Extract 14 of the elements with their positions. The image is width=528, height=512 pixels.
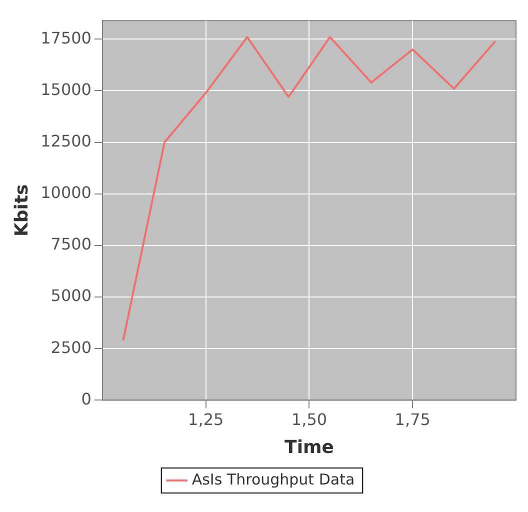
y-tick-label: 7500 <box>50 234 92 254</box>
x-tick-label: 1,75 <box>394 410 430 429</box>
y-tick-label: 12500 <box>40 131 92 150</box>
y-tick-label: 10000 <box>40 183 92 202</box>
x-axis-title: Time <box>284 436 334 458</box>
x-tick-label: 1,50 <box>291 410 328 429</box>
legend-label: AsIs Throughput Data <box>192 470 355 488</box>
y-tick-label: 17500 <box>40 28 92 48</box>
y-tick-label: 5000 <box>50 286 92 306</box>
y-axis-title: Kbits <box>11 184 32 237</box>
y-tick-label: 0 <box>81 389 92 408</box>
y-tick-label: 2500 <box>50 338 92 357</box>
x-tick-label: 1,25 <box>188 410 224 429</box>
y-tick-label: 15000 <box>40 80 92 99</box>
